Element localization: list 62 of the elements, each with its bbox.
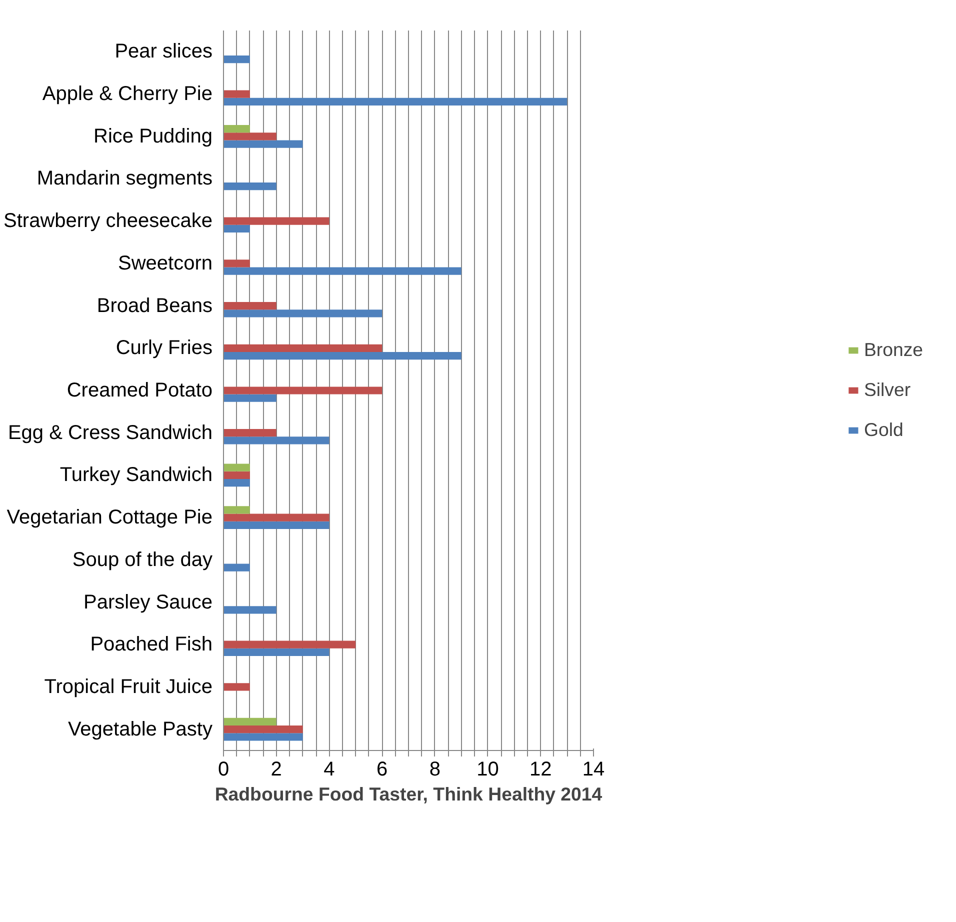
y-tick-label: Broad Beans (96, 294, 213, 317)
bar (224, 224, 250, 233)
bar (224, 606, 276, 614)
bar (224, 302, 276, 310)
y-tick-label: Turkey Sandwich (60, 464, 212, 486)
y-tick-label: Mandarin segments (36, 168, 213, 190)
bar (224, 344, 382, 352)
y-tick-label: Egg & Cress Sandwich (8, 422, 213, 444)
x-tick-label: 12 (530, 758, 552, 780)
bar (224, 386, 382, 394)
bar (224, 733, 303, 741)
bar (224, 640, 356, 648)
bar (224, 718, 276, 726)
bar (224, 352, 462, 360)
x-tick-label: 6 (376, 758, 388, 780)
y-tick-label: Poached Fish (90, 634, 212, 656)
bar (224, 124, 250, 133)
bar (224, 98, 568, 106)
y-tick-label: Strawberry cheesecake (4, 210, 212, 232)
bar (224, 260, 250, 268)
y-tick-label: Creamed Potato (66, 380, 213, 402)
y-tick-label: Rice Pudding (94, 125, 213, 148)
bar (224, 506, 250, 514)
legend-label: Bronze (864, 339, 924, 361)
y-tick-label: Sweetcorn (118, 252, 213, 274)
bar (224, 267, 462, 275)
bar (224, 726, 303, 734)
bar (224, 90, 250, 98)
bar (224, 394, 276, 402)
bar (224, 521, 330, 529)
y-tick-label: Parsley Sauce (84, 591, 213, 614)
x-tick-label: 8 (429, 758, 440, 780)
bar (224, 310, 382, 318)
y-tick-label: Vegetarian Cottage Pie (6, 506, 212, 529)
bar (224, 217, 330, 225)
x-axis-title: Radbourne Food Taster, Think Healthy 2014 (214, 784, 603, 804)
bar (224, 683, 250, 691)
y-tick-label: Apple & Cherry Pie (42, 83, 212, 106)
y-tick-label: Vegetable Pasty (68, 718, 213, 740)
x-tick-label: 10 (476, 758, 499, 780)
bar (224, 429, 276, 437)
bar (224, 436, 330, 444)
bar (224, 140, 303, 148)
y-tick-label: Soup of the day (72, 548, 212, 571)
x-tick-label: 0 (218, 758, 230, 780)
legend-label: Silver (864, 379, 911, 401)
bar (224, 132, 276, 140)
bar (224, 479, 250, 487)
bar (224, 471, 250, 480)
x-tick-label: 4 (324, 758, 335, 780)
bar (224, 182, 276, 190)
x-tick-label: 2 (270, 758, 282, 780)
bar (224, 55, 250, 64)
x-tick-label: 14 (582, 758, 605, 780)
y-tick-label: Curly Fries (116, 337, 212, 360)
y-tick-label: Pear slices (114, 40, 212, 63)
legend-label: Gold (864, 419, 904, 441)
y-tick-label: Tropical Fruit Juice (44, 676, 213, 698)
bar (224, 514, 330, 522)
bar (224, 464, 250, 472)
bar (224, 564, 250, 572)
bar (224, 648, 330, 656)
